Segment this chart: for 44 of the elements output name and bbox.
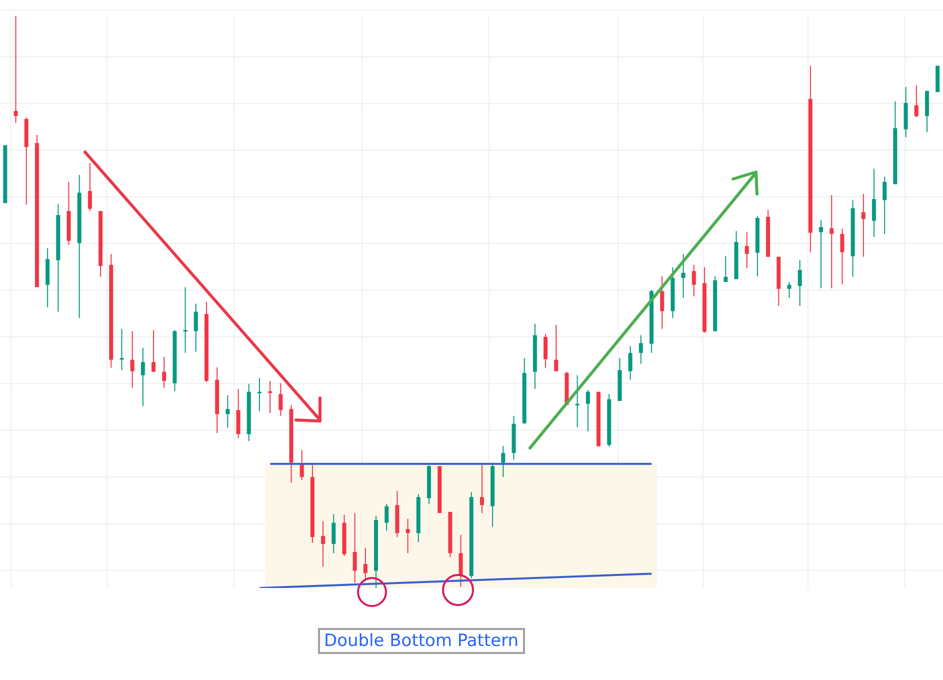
candlestick bbox=[798, 260, 802, 307]
candlestick bbox=[628, 346, 632, 380]
candlestick bbox=[575, 374, 580, 428]
candlestick bbox=[480, 464, 484, 514]
candlestick bbox=[183, 286, 188, 354]
candlestick bbox=[130, 330, 134, 388]
candlestick bbox=[692, 264, 696, 297]
candlestick bbox=[268, 380, 272, 414]
candlestick bbox=[300, 450, 304, 480]
candlestick bbox=[352, 512, 357, 584]
candlestick bbox=[638, 334, 643, 364]
candlestick bbox=[586, 390, 590, 432]
candlestick bbox=[384, 503, 389, 532]
candlestick bbox=[501, 446, 506, 478]
candlestick bbox=[278, 382, 283, 416]
candlestick bbox=[819, 220, 824, 289]
candlestick bbox=[14, 16, 18, 124]
candlestick bbox=[660, 276, 664, 330]
candlestick bbox=[88, 162, 92, 212]
candlestick bbox=[914, 84, 918, 118]
candlestick bbox=[544, 334, 548, 368]
candlestick bbox=[458, 534, 463, 588]
candlestick bbox=[120, 328, 124, 371]
candlestick bbox=[226, 394, 230, 428]
candlestick bbox=[332, 514, 336, 554]
candlestick bbox=[194, 303, 198, 352]
candlestick bbox=[872, 168, 876, 238]
candlestick bbox=[363, 547, 368, 580]
candlestick bbox=[140, 347, 145, 407]
candlestick bbox=[321, 520, 326, 568]
candlestick bbox=[554, 324, 558, 372]
candlestick bbox=[162, 356, 166, 388]
candlestick bbox=[830, 194, 834, 289]
candlestick bbox=[744, 232, 749, 269]
candlestick bbox=[257, 378, 262, 412]
candlestick bbox=[681, 253, 686, 298]
candlestick bbox=[861, 193, 866, 258]
candlestick bbox=[724, 256, 728, 282]
text: Double Bottom Pattern bbox=[318, 628, 525, 654]
candlestick bbox=[882, 176, 887, 234]
candlestick bbox=[152, 330, 156, 372]
candlestick bbox=[840, 228, 844, 285]
candlestick bbox=[406, 518, 410, 554]
candlestick bbox=[787, 281, 792, 298]
